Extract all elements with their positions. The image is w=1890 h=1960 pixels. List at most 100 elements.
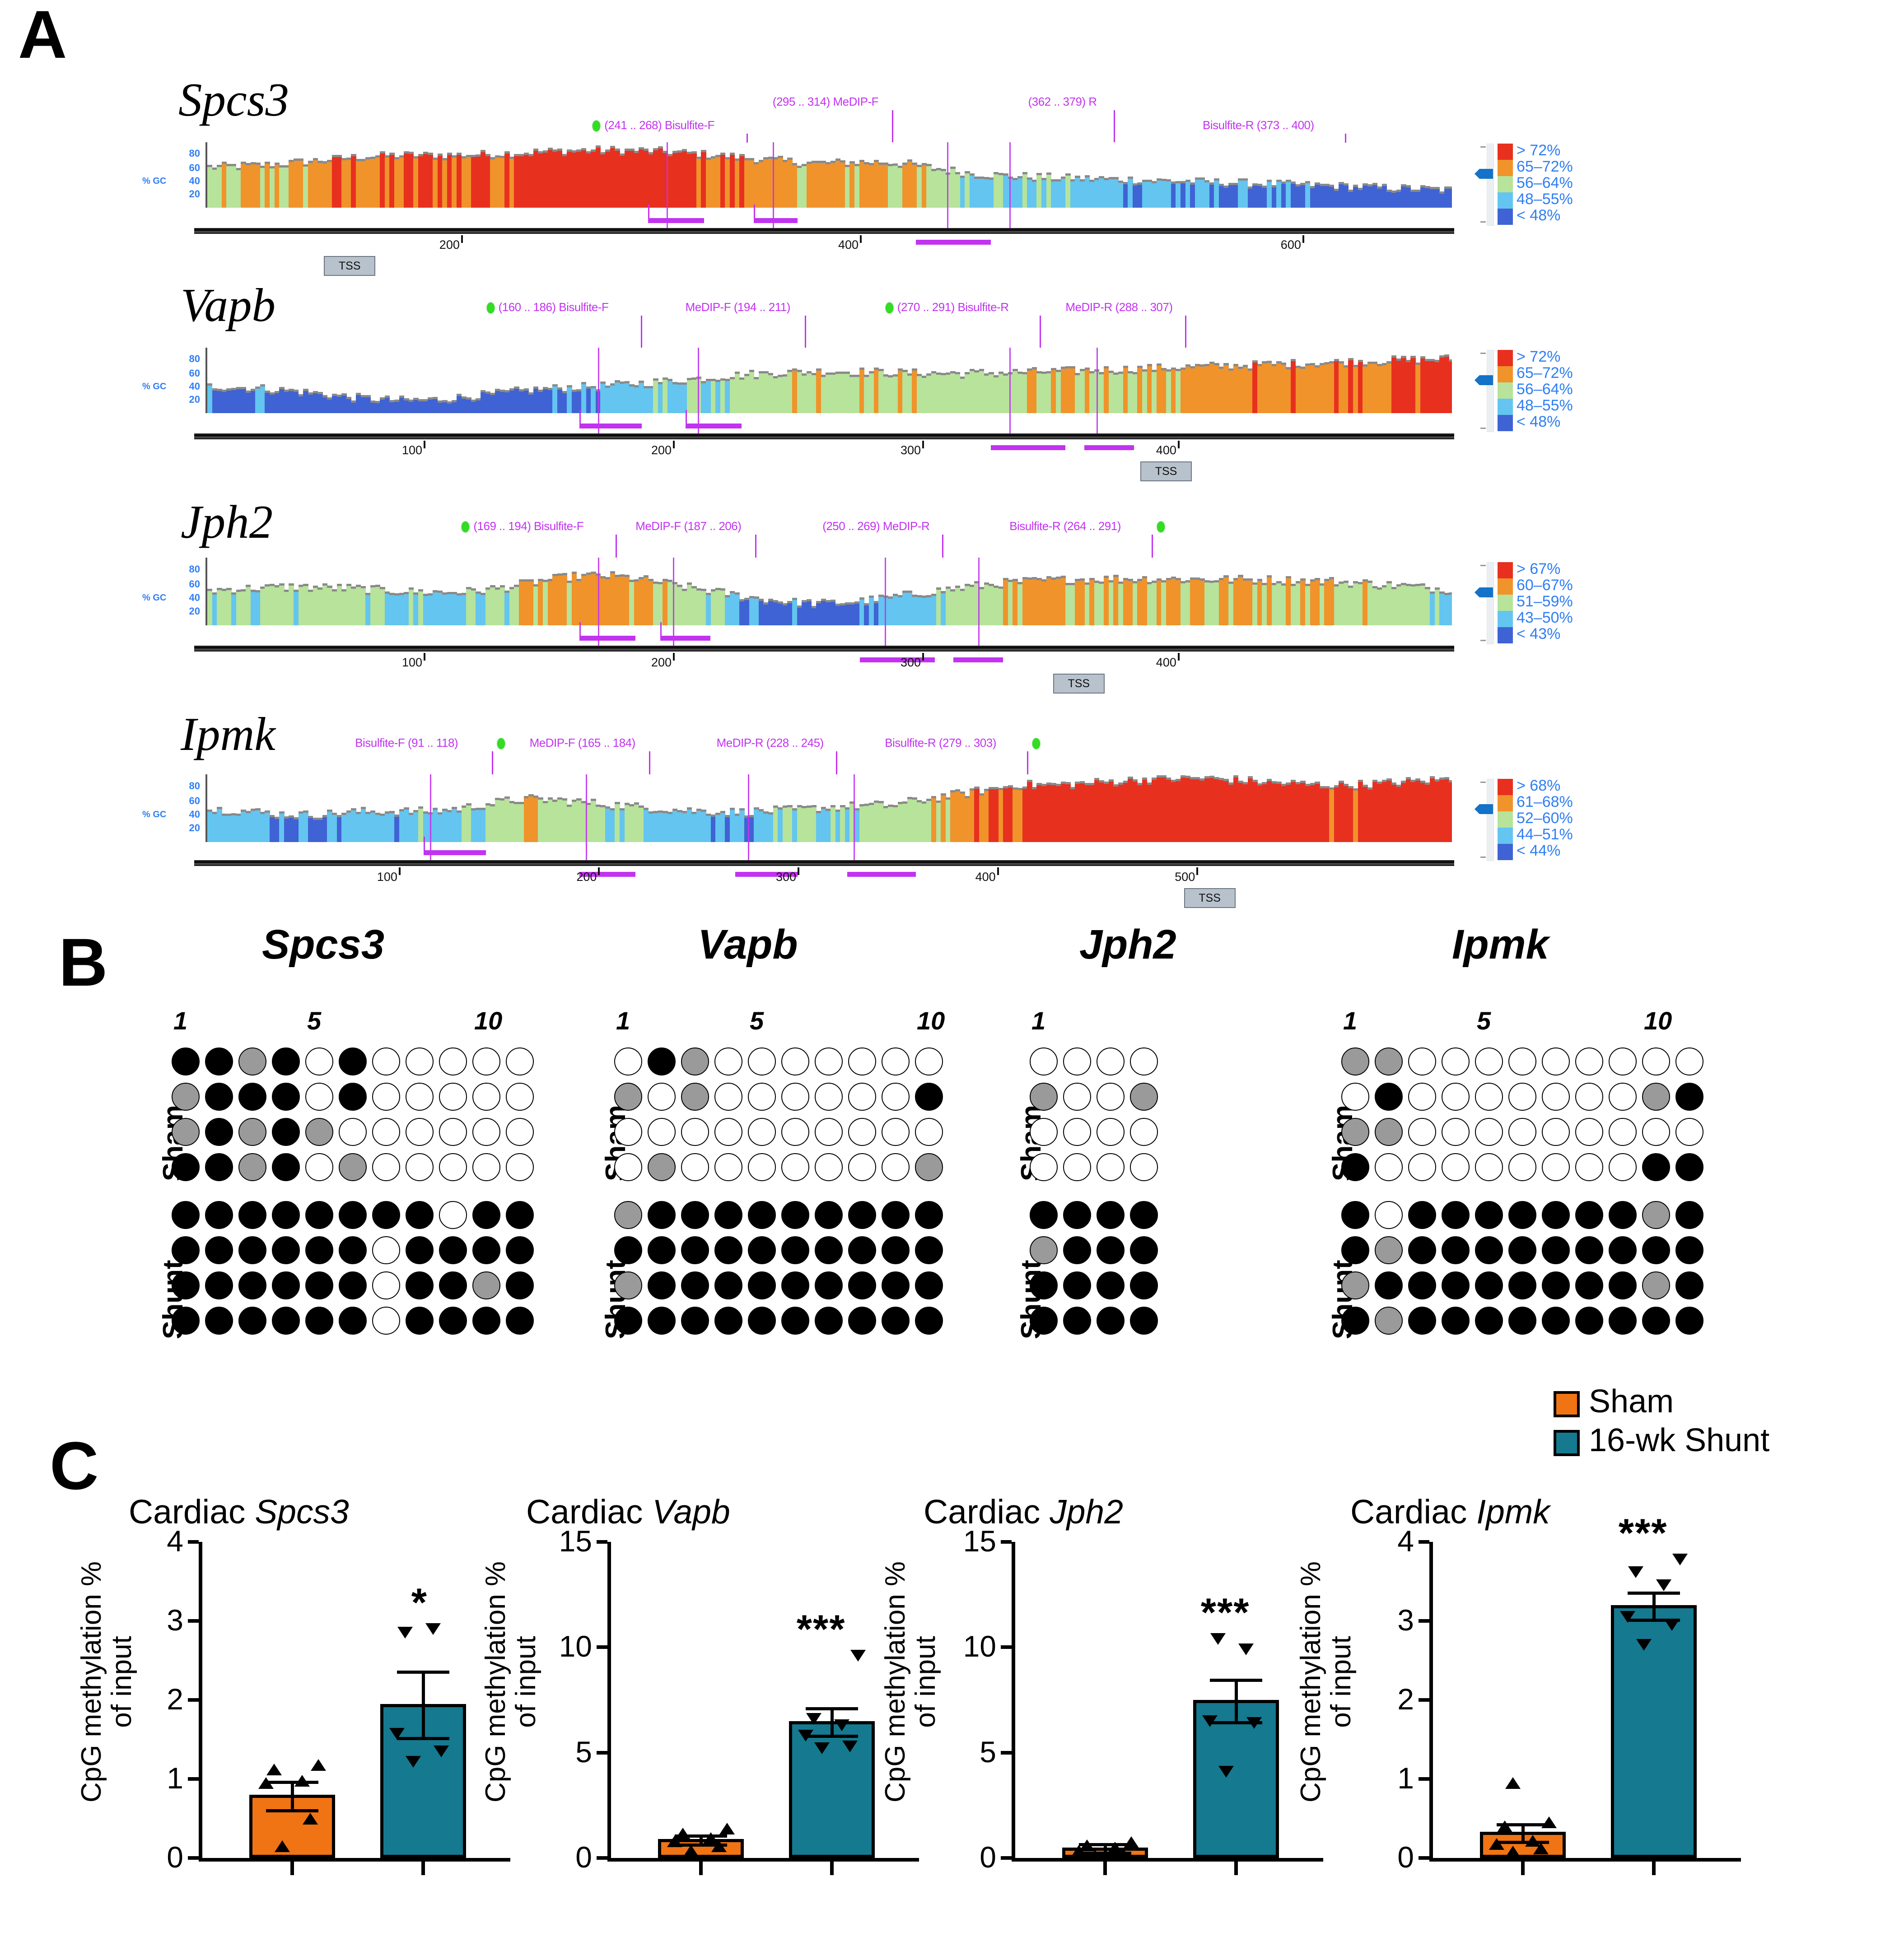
gc-profile-cap [423, 593, 429, 596]
legend-tick-bottom [1480, 857, 1486, 858]
cpg-dot-ipmk-sham-r2-c3 [1408, 1083, 1436, 1111]
annotation-label-3-3: Bisulfite-R (279 .. 303) [885, 736, 996, 750]
gc-bar [571, 572, 577, 625]
gc-profile-cap [581, 148, 587, 151]
gc-bar [902, 163, 908, 208]
legend-slider-track[interactable] [1487, 779, 1494, 861]
cpg-dot-ipmk-shunt-r2-c3 [1408, 1236, 1436, 1264]
cpg-dot-jph2-sham-r3-c2 [1063, 1118, 1091, 1146]
legend-slider-track[interactable] [1487, 144, 1494, 226]
gc-bar [773, 601, 779, 625]
gc-profile-cap [1147, 180, 1153, 182]
gc-profile-cap [907, 591, 913, 593]
gc-profile-cap [1128, 776, 1133, 779]
gc-profile-cap [1405, 777, 1411, 780]
gc-profile-cap [1386, 189, 1392, 192]
gc-bar [701, 381, 706, 413]
legend-slider-track[interactable] [1487, 350, 1494, 432]
gc-profile-cap [528, 154, 534, 156]
primer-guide-line-1 [772, 142, 774, 233]
gc-profile-cap [447, 810, 453, 812]
gc-bar [404, 398, 409, 413]
gc-bar [351, 809, 356, 842]
cpg-dot-spcs3-shunt-r3-c5 [305, 1271, 333, 1299]
data-point-1-shunt-0 [814, 1742, 830, 1755]
cpg-dot-spcs3-shunt-r1-c9 [439, 1201, 467, 1229]
legend-slider-knob[interactable] [1475, 375, 1493, 385]
gc-bar [1353, 788, 1358, 842]
gc-bar [831, 805, 836, 842]
cpg-dot-ipmk-shunt-r2-c10 [1642, 1236, 1670, 1264]
gc-bar [265, 391, 270, 413]
cpg-dot-ipmk-sham-r1-c4 [1442, 1048, 1470, 1075]
gc-profile-cap [677, 810, 682, 812]
gc-bar [998, 372, 1003, 413]
gc-bar [907, 373, 913, 413]
gc-bar [519, 802, 524, 842]
gc-profile-cap [485, 587, 491, 590]
gc-profile-cap [317, 160, 323, 163]
gc-bar [365, 812, 371, 842]
gc-bar [1319, 583, 1325, 625]
legend-slider-knob[interactable] [1475, 587, 1493, 597]
legend-slider-knob[interactable] [1475, 804, 1493, 814]
gc-profile-cap [212, 592, 218, 595]
x-axis-line-1 [607, 1858, 919, 1862]
gc-bar [394, 815, 400, 842]
gc-bar [1372, 587, 1377, 625]
cpg-dot-spcs3-shunt-r2-c11 [506, 1236, 534, 1264]
gc-profile-cap [797, 805, 803, 807]
gc-profile-cap [322, 815, 328, 818]
gc-bar [1257, 579, 1263, 625]
gc-profile-cap [907, 373, 913, 376]
gc-profile-cap [797, 369, 803, 372]
gc-bar [322, 161, 328, 208]
gc-bar [394, 593, 400, 625]
gc-profile-cap [389, 592, 395, 595]
gc-bar [1046, 173, 1052, 208]
gc-bar [528, 579, 534, 625]
significance-marker-2: *** [1200, 1589, 1250, 1634]
gc-profile-cap [773, 805, 779, 808]
gc-profile-cap [1343, 580, 1349, 583]
gc-profile-cap [634, 385, 639, 388]
gc-bar [490, 158, 495, 208]
gc-profile-cap [701, 381, 706, 383]
cpg-dot-vapb-sham-r3-c1 [614, 1118, 642, 1146]
y-tick-label-20: 20 [189, 822, 200, 833]
bar-3-shunt [1610, 1605, 1697, 1858]
gc-bar [241, 810, 246, 842]
legend-slider-knob[interactable] [1475, 168, 1493, 179]
gc-bar [356, 585, 361, 625]
gc-bar [1161, 368, 1167, 413]
gc-profile-cap [816, 160, 821, 163]
gc-profile-cap [1070, 366, 1076, 368]
gc-bar [950, 589, 956, 625]
gc-bar [442, 400, 448, 413]
gc-profile-cap [859, 804, 865, 807]
gc-bar [921, 596, 927, 625]
gc-profile-cap [1281, 783, 1287, 786]
gc-profile-cap [1104, 575, 1109, 578]
gc-bar [504, 591, 510, 625]
gc-profile-cap [303, 810, 308, 813]
gc-bar [663, 378, 668, 413]
y-tick-label-3-2: 2 [1397, 1682, 1414, 1716]
gc-bar [734, 814, 740, 842]
gc-profile-cap [1339, 182, 1344, 184]
gc-profile-cap [457, 593, 462, 596]
cpg-dot-spcs3-sham-r2-c8 [406, 1083, 434, 1111]
gc-bar [1363, 785, 1368, 842]
gc-profile-cap [1420, 356, 1426, 359]
x-tick-mark-200 [461, 235, 463, 243]
gc-bar [873, 160, 879, 208]
legend-slider-track[interactable] [1487, 562, 1494, 644]
gc-profile-cap [902, 591, 908, 593]
gc-bar [1070, 583, 1076, 625]
gc-bar [1228, 582, 1234, 625]
cpg-dot-jph2-shunt-r1-c1 [1030, 1201, 1058, 1229]
gc-profile-cap [979, 176, 985, 179]
gc-bar [1315, 366, 1320, 413]
gc-profile-cap [274, 163, 280, 165]
gc-bar [720, 811, 726, 842]
